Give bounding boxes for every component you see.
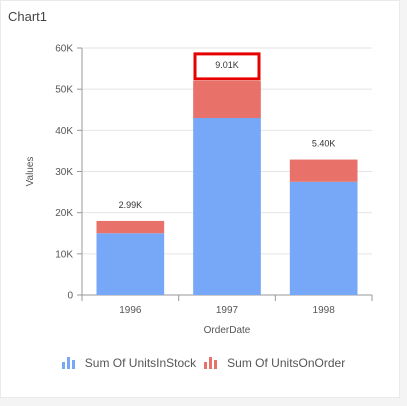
data-label: 5.40K [312,139,336,149]
x-tick-label: 1996 [119,305,142,316]
legend-item-units-in-stock[interactable]: Sum Of UnitsInStock [61,356,197,370]
x-axis-title: OrderDate [204,325,251,336]
stacked-bar-chart: 0 10K 20K 30K 40K 50K 60K 2.99K 1996 9.01K 1997 5.4… [25,44,373,336]
bar-units-in-stock [96,233,165,295]
y-tick-label: 50K [55,85,73,96]
y-tick-label: 60K [55,44,73,55]
legend-label: Sum Of UnitsInStock [84,356,197,370]
legend-label: Sum Of UnitsOnOrder [227,356,346,370]
legend-item-units-on-order[interactable]: Sum Of UnitsOnOrder [204,356,345,370]
highlight-box [193,52,261,81]
bar-units-on-order [289,159,358,182]
data-label: 9.01K [215,60,239,70]
y-axis-title: Values [25,157,36,187]
y-tick-label: 30K [55,167,73,178]
y-tick-label: 40K [55,126,73,137]
x-tick-label: 1997 [216,305,239,316]
legend: Sum Of UnitsInStock Sum Of UnitsOnOrder [0,356,407,370]
y-tick-label: 10K [55,249,73,260]
x-tick-label: 1998 [313,305,336,316]
bar-chart-icon [61,357,77,369]
chart-title: Chart1 [8,9,48,24]
bar-units-in-stock [289,181,358,295]
bar-chart-icon [204,357,219,369]
y-tick-label: 0 [67,291,73,302]
y-tick-label: 20K [55,208,73,219]
bar-units-on-order [96,220,165,234]
bar-units-in-stock [193,117,261,295]
data-label: 2.99K [119,200,143,210]
bar-units-on-order [193,80,261,118]
